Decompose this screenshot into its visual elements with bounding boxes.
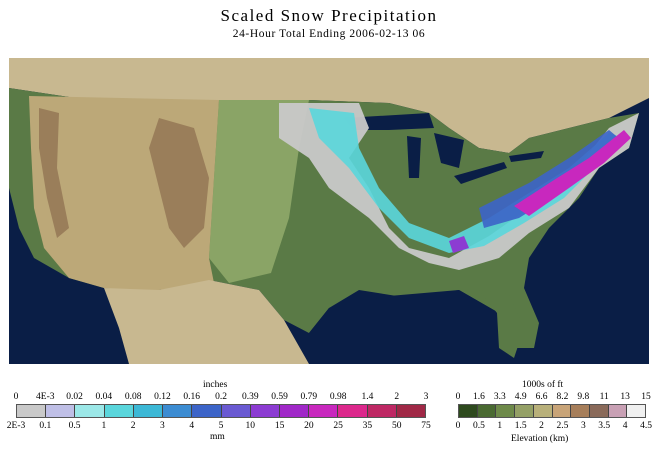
snow-blue [479, 130, 621, 228]
cascade-sierra [39, 108, 69, 238]
snow-cyan [309, 108, 624, 253]
precip-colorbar [16, 404, 426, 418]
precip-top-tick-13: 2 [394, 392, 400, 402]
lake-huron [434, 133, 464, 168]
elev-bottom-tick-4: 2 [539, 421, 544, 431]
lake-erie [454, 162, 507, 184]
elev-color-1 [477, 405, 497, 417]
elev-top-tick-8: 13 [620, 392, 630, 402]
precip-bottom-tick-13: 50 [391, 421, 402, 431]
elev-top-tick-6: 9.8 [577, 392, 590, 402]
florida [479, 290, 524, 358]
elev-color-9 [627, 405, 646, 417]
precip-top-tick-3: 0.04 [95, 392, 113, 402]
elev-color-5 [552, 405, 572, 417]
precip-legend-unit-bottom: mm [210, 432, 225, 442]
precip-bottom-tick-10: 20 [304, 421, 314, 431]
snow-violet [449, 236, 469, 253]
precip-top-tick-12: 1.4 [361, 392, 374, 402]
precip-top-tick-9: 0.59 [271, 392, 288, 402]
elev-bottom-tick-7: 3.5 [598, 421, 611, 431]
elev-bottom-tick-9: 4.5 [640, 421, 652, 431]
elev-bottom-tick-0: 0 [455, 421, 461, 431]
elev-bottom-tick-5: 2.5 [556, 421, 569, 431]
precip-bottom-tick-7: 5 [218, 421, 224, 431]
elev-bottom-tick-2: 1 [497, 421, 503, 431]
lake-michigan [407, 136, 421, 178]
elev-color-8 [608, 405, 628, 417]
precip-color-1 [46, 405, 76, 417]
snow-precip-map [9, 58, 649, 364]
elev-top-tick-5: 8.2 [556, 392, 569, 402]
precip-color-12 [367, 405, 397, 417]
precip-color-8 [250, 405, 280, 417]
elev-top-tick-0: 0 [455, 392, 461, 402]
precip-color-9 [279, 405, 310, 417]
precip-bottom-tick-8: 10 [245, 421, 256, 431]
precip-color-5 [163, 405, 193, 417]
map-title: Scaled Snow Precipitation [220, 6, 438, 25]
precip-bottom-tick-12: 35 [362, 421, 373, 431]
elev-bottom-tick-3: 1.5 [514, 421, 527, 431]
elev-top-tick-7: 11 [599, 392, 609, 402]
precip-top-tick-14: 3 [423, 392, 429, 402]
elev-color-7 [589, 405, 609, 417]
plains [209, 100, 309, 283]
precip-bottom-tick-5: 3 [160, 421, 165, 431]
elev-bottom-tick-1: 0.5 [472, 421, 485, 431]
gulf [309, 290, 499, 364]
elev-color-2 [496, 405, 516, 417]
precip-top-tick-8: 0.39 [241, 392, 259, 402]
precip-color-4 [133, 405, 164, 417]
elev-top-tick-2: 3.3 [493, 392, 506, 402]
precip-top-tick-7: 0.2 [215, 392, 227, 402]
precip-top-tick-4: 0.08 [124, 392, 142, 402]
elev-legend-unit-bottom: Elevation (km) [511, 434, 569, 444]
snow-magenta [514, 130, 631, 216]
precip-color-7 [221, 405, 251, 417]
precip-color-2 [75, 405, 105, 417]
elevation-colorbar [458, 404, 646, 418]
elev-bottom-tick-8: 4 [622, 421, 628, 431]
canada-land [9, 58, 649, 153]
elev-legend-unit-top: 1000s of ft [522, 380, 564, 390]
precip-bottom-tick-3: 1 [101, 421, 107, 431]
precip-top-tick-11: 0.98 [329, 392, 347, 402]
precip-bottom-tick-1: 0.1 [39, 421, 52, 431]
elev-bottom-tick-6: 3 [580, 421, 586, 431]
elev-top-tick-4: 6.6 [535, 392, 548, 402]
precip-bottom-tick-4: 2 [130, 421, 136, 431]
precip-top-tick-0: 0 [13, 392, 19, 402]
elev-color-6 [571, 405, 590, 417]
precip-top-tick-1: 4E-3 [36, 392, 55, 402]
precip-top-tick-6: 0.16 [183, 392, 201, 402]
precip-legend-unit-top: inches [203, 380, 228, 390]
precip-color-3 [104, 405, 134, 417]
lake-ontario [509, 151, 544, 162]
precip-bottom-tick-9: 15 [274, 421, 285, 431]
elev-color-4 [533, 405, 553, 417]
elev-top-tick-9: 15 [641, 392, 651, 402]
precip-top-tick-10: 0.79 [300, 392, 318, 402]
precip-bottom-tick-11: 25 [333, 421, 343, 431]
precip-color-10 [309, 405, 339, 417]
elev-top-tick-1: 1.6 [472, 392, 485, 402]
precip-color-6 [192, 405, 222, 417]
elev-color-0 [459, 405, 478, 417]
precip-color-0 [17, 405, 47, 417]
precip-top-tick-5: 0.12 [154, 392, 171, 402]
rocky-mountains [149, 118, 209, 248]
elev-top-tick-3: 4.9 [514, 392, 527, 402]
elev-color-3 [515, 405, 534, 417]
precip-bottom-tick-14: 75 [421, 421, 431, 431]
precip-top-tick-2: 0.02 [66, 392, 83, 402]
precip-bottom-tick-6: 4 [189, 421, 195, 431]
precip-bottom-tick-2: 0.5 [68, 421, 81, 431]
mexico [104, 280, 309, 364]
map-subtitle: 24-Hour Total Ending 2006-02-13 06 [232, 28, 426, 40]
precip-color-13 [396, 405, 426, 417]
precip-color-11 [338, 405, 368, 417]
precip-bottom-tick-0: 2E-3 [6, 421, 26, 431]
